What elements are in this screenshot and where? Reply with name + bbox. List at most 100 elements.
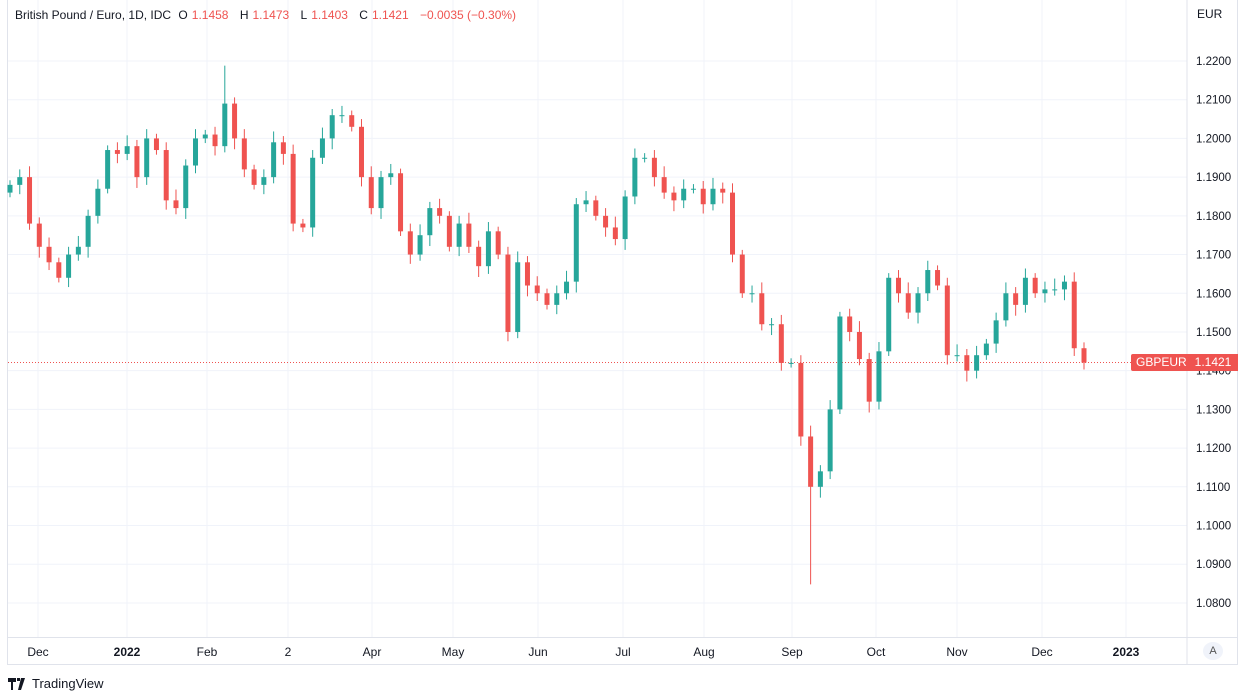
candle-down <box>212 134 218 147</box>
candle-up <box>1022 277 1028 305</box>
candle-up <box>837 316 843 410</box>
candle-down <box>280 142 286 154</box>
candle-up <box>642 157 648 159</box>
y-tick-label: 1.1100 <box>1196 482 1230 494</box>
candle-up <box>222 103 228 147</box>
candle-down <box>173 200 179 209</box>
x-tick-label: 2 <box>285 645 292 659</box>
candle-down <box>232 103 238 139</box>
candle-down <box>603 215 609 228</box>
candle-up <box>974 355 980 371</box>
candle-down <box>1013 293 1019 305</box>
open-value: O 1.1458 <box>178 8 232 22</box>
candle-up <box>827 409 833 472</box>
candle-down <box>251 169 257 185</box>
x-tick-label: Apr <box>363 645 382 659</box>
candle-down <box>778 324 784 363</box>
candle-up <box>1003 293 1009 321</box>
close-number: 1.1421 <box>371 8 409 22</box>
candle-up <box>95 188 101 216</box>
candle-up <box>515 262 521 332</box>
candle-up <box>261 177 267 185</box>
candle-down <box>671 192 677 201</box>
candle-down <box>612 227 618 240</box>
candle-up <box>583 200 589 205</box>
y-tick-label: 1.1600 <box>1196 288 1231 300</box>
candle-down <box>700 188 706 205</box>
candle-up <box>329 115 335 139</box>
candle-down <box>163 150 169 201</box>
candle-down <box>36 223 42 247</box>
auto-scale-button[interactable]: A <box>1203 642 1223 660</box>
x-tick-label: Jun <box>528 645 547 659</box>
candle-up <box>456 223 462 247</box>
low-number: 1.1403 <box>311 8 348 22</box>
candle-down <box>437 208 443 216</box>
candle-up <box>1042 289 1048 294</box>
x-tick-label: Nov <box>946 645 967 659</box>
candle-down <box>1032 277 1038 294</box>
candle-up <box>564 281 570 294</box>
candle-down <box>905 293 911 313</box>
currency-label: EUR <box>1197 7 1223 21</box>
brand-name: TradingView <box>32 676 104 691</box>
y-tick-label: 1.2100 <box>1196 95 1231 107</box>
candle-up <box>710 188 716 205</box>
candle-down <box>358 126 364 178</box>
candle-down <box>349 115 355 127</box>
candle-up <box>7 184 13 193</box>
candle-up <box>749 293 755 295</box>
symbol-title: British Pound / Euro, 1D, IDC <box>15 8 172 22</box>
candle-up <box>310 157 316 228</box>
candle-up <box>339 115 345 117</box>
tradingview-logo-icon <box>8 677 25 690</box>
candle-down <box>407 231 413 255</box>
chart-frame <box>7 0 1238 665</box>
open-number: 1.1458 <box>191 8 229 22</box>
candle-up <box>876 351 882 402</box>
candle-down <box>476 246 482 267</box>
candle-up <box>193 138 199 166</box>
close-value: C 1.1421 <box>359 8 412 22</box>
x-tick-label: Aug <box>693 645 714 659</box>
x-tick-label: 2022 <box>114 645 141 659</box>
close-label: C <box>359 8 368 22</box>
candle-up <box>144 138 150 178</box>
candle-up <box>271 142 277 178</box>
candle-up <box>427 208 433 236</box>
candle-up <box>925 270 931 294</box>
y-tick-label: 1.2200 <box>1196 56 1231 68</box>
candle-down <box>114 150 120 154</box>
candle-up <box>85 215 91 247</box>
candle-up <box>817 471 823 487</box>
x-tick-label: Jul <box>615 645 630 659</box>
last-price-tag: 1.1421 <box>1188 354 1238 371</box>
candle-up <box>485 231 491 267</box>
candle-down <box>798 362 804 437</box>
candle-down <box>524 262 530 286</box>
candle-up <box>17 177 23 185</box>
open-label: O <box>178 8 188 22</box>
change-value: −0.0035 (−0.30%) <box>419 8 517 22</box>
y-tick-label: 1.0800 <box>1196 598 1231 610</box>
candle-up <box>681 188 687 201</box>
candle-up <box>632 157 638 197</box>
high-value: H 1.1473 <box>240 8 293 22</box>
candle-up <box>1061 281 1067 290</box>
high-number: 1.1473 <box>252 8 290 22</box>
low-label: L <box>300 8 308 22</box>
candle-down <box>935 270 941 286</box>
candle-up <box>66 254 72 278</box>
candle-up <box>993 320 999 344</box>
candle-down <box>495 231 501 255</box>
candle-up <box>183 165 189 209</box>
x-tick-label: Dec <box>27 645 48 659</box>
tradingview-logo[interactable]: TradingView <box>8 676 104 691</box>
candle-up <box>769 324 775 326</box>
candle-up <box>319 138 325 158</box>
x-tick-label: Oct <box>867 645 886 659</box>
candle-down <box>368 177 374 209</box>
x-tick-label: Sep <box>781 645 803 659</box>
candlestick-chart[interactable]: 1.2200 1.2100 1.2000 1.1900 1.1800 1.1700 1.16… <box>0 0 1240 665</box>
candle-down <box>651 157 657 178</box>
